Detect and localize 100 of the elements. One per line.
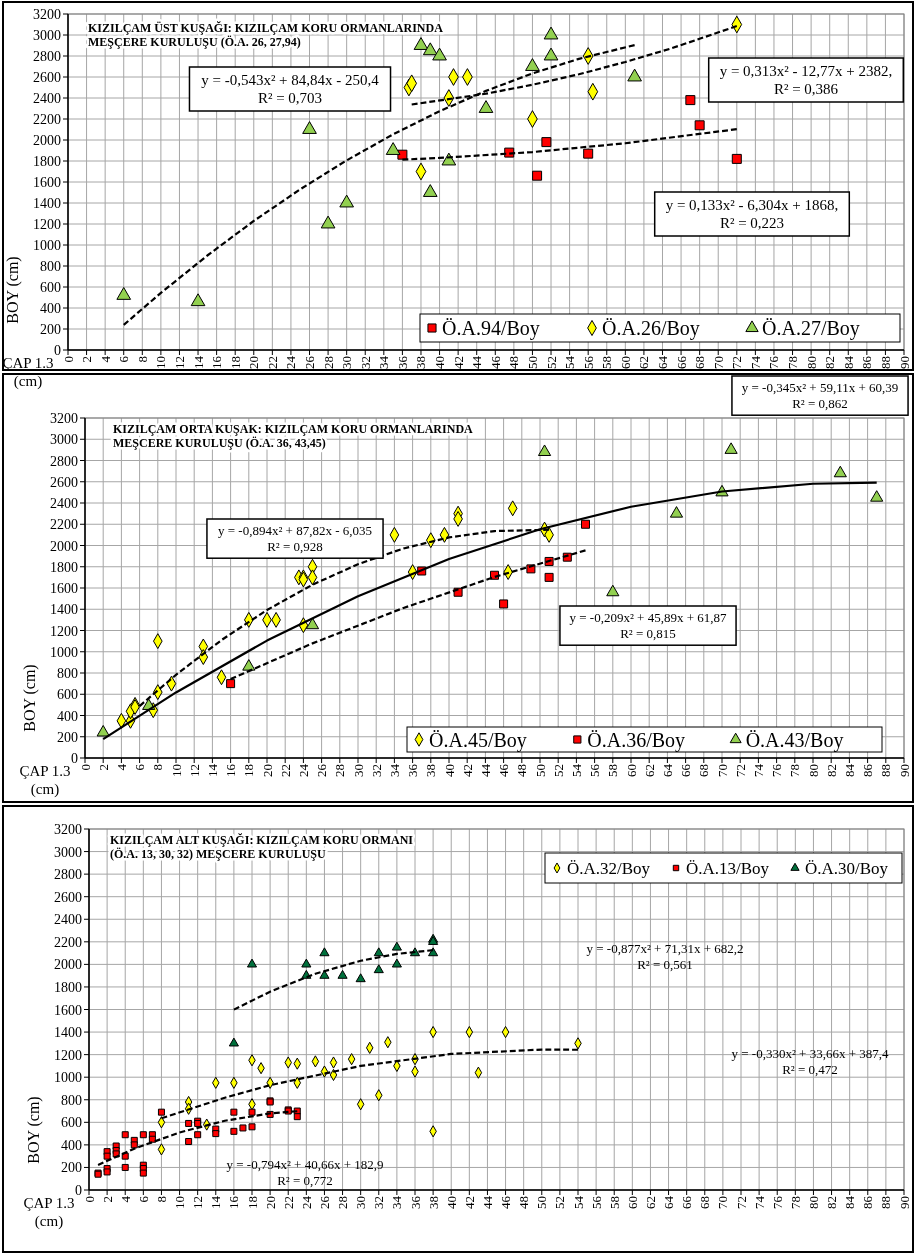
x-tick-label: 84 <box>842 1195 858 1209</box>
x-tick-label: 4 <box>113 763 129 771</box>
x-tick-label: 54 <box>570 1195 586 1209</box>
x-tick-label: 86 <box>859 355 875 369</box>
annotation: y = -0,877x² + 71,31x + 682,2 R² = 0,561 <box>586 941 744 972</box>
y-tick-label: 3000 <box>50 432 78 448</box>
x-tick-label: 80 <box>803 356 819 369</box>
x-tick-label: 84 <box>840 355 856 369</box>
x-tick-label: 32 <box>368 764 384 777</box>
x-tick-label: 66 <box>678 763 694 777</box>
x-tick-label: 86 <box>860 1195 876 1209</box>
x-tick-label: 38 <box>423 764 439 777</box>
annotation: y = 0,133x² - 6,304x + 1868, R² = 0,223 <box>665 197 839 231</box>
x-tick-label: 20 <box>259 764 275 777</box>
annotation: y = -0,330x² + 33,66x + 387,4 R² = 0,472 <box>731 1046 889 1077</box>
x-tick-label: 34 <box>386 763 402 777</box>
x-tick-label: 16 <box>209 355 225 369</box>
x-tick-label: 76 <box>766 355 782 369</box>
annotation: y = 0,313x² - 12,77x + 2382, R² = 0,386 <box>719 63 893 97</box>
x-tick-label: 90 <box>896 356 912 369</box>
y-tick-label: 2800 <box>50 453 78 469</box>
x-tick-label: 82 <box>824 1196 840 1209</box>
x-tick-label: 72 <box>733 1196 749 1209</box>
x-tick-label: 48 <box>514 764 530 777</box>
y-tick-label: 800 <box>57 666 78 681</box>
legend-label: Ö.A.27/Boy <box>762 317 860 340</box>
x-tick-label: 64 <box>654 355 670 369</box>
x-tick-label: 22 <box>264 356 280 369</box>
x-tick-label: 14 <box>190 355 206 369</box>
annotation: y = -0,894x² + 87,82x - 6,035 R² = 0,928 <box>218 523 372 554</box>
legend-label: Ö.A.30/Boy <box>805 858 889 878</box>
x-tick-label: 80 <box>805 1196 821 1209</box>
x-tick-label: 52 <box>552 1196 568 1209</box>
x-tick-label: 28 <box>320 356 336 369</box>
x-tick-label: 26 <box>316 1195 332 1209</box>
x-tick-label: 54 <box>568 763 584 777</box>
legend-label: Ö.A.26/Boy <box>602 317 700 340</box>
x-tick-label: 28 <box>335 1196 351 1209</box>
x-tick-label: 62 <box>642 1196 658 1209</box>
x-tick-label: 76 <box>769 763 785 777</box>
x-tick-label: 34 <box>376 355 392 369</box>
x-tick-label: 0 <box>77 764 93 771</box>
x-tick-label: 36 <box>405 763 421 777</box>
x-tick-label: 22 <box>280 1196 296 1209</box>
x-tick-label: 8 <box>150 764 166 771</box>
y-tick-label: 1200 <box>54 1047 82 1063</box>
x-tick-label: 56 <box>588 1195 604 1209</box>
x-tick-label: 30 <box>353 1196 369 1209</box>
x-tick-label: 20 <box>262 1196 278 1209</box>
x-tick-label: 36 <box>407 1195 423 1209</box>
x-tick-label: 32 <box>357 356 373 369</box>
legend-label: Ö.A.32/Boy <box>567 858 651 878</box>
x-tick-label: 68 <box>692 356 708 369</box>
x-tick-label: 28 <box>332 764 348 777</box>
y-tick-label: 1000 <box>54 1070 82 1086</box>
x-axis-title: ÇAP 1.3 (cm) <box>19 763 71 798</box>
y-tick-label: 1600 <box>54 1002 82 1018</box>
x-tick-label: 74 <box>747 355 763 369</box>
x-tick-label: 74 <box>750 763 766 777</box>
x-tick-label: 42 <box>450 356 466 369</box>
x-tick-label: 38 <box>413 356 429 369</box>
x-tick-label: 18 <box>227 356 243 369</box>
x-tick-label: 24 <box>283 355 299 369</box>
x-tick-label: 72 <box>732 764 748 777</box>
x-tick-label: 58 <box>605 764 621 777</box>
legend-label: Ö.A.13/Boy <box>686 858 770 878</box>
x-tick-label: 60 <box>624 1196 640 1209</box>
x-tick-label: 46 <box>496 763 512 777</box>
x-tick-label: 22 <box>277 764 293 777</box>
x-tick-label: 12 <box>186 764 202 777</box>
x-tick-label: 44 <box>477 763 493 777</box>
x-tick-label: 16 <box>226 1195 242 1209</box>
y-tick-label: 800 <box>40 259 61 274</box>
x-tick-label: 10 <box>153 356 169 369</box>
y-tick-label: 2800 <box>33 49 61 64</box>
y-axis-title: BOY (cm) <box>21 664 39 732</box>
x-tick-label: 6 <box>132 763 148 771</box>
y-tick-label: 1400 <box>33 196 61 211</box>
x-tick-label: 20 <box>246 356 262 369</box>
y-tick-label: 2600 <box>50 474 78 490</box>
x-tick-label: 66 <box>679 1195 695 1209</box>
y-tick-label: 2400 <box>50 496 78 511</box>
x-tick-label: 52 <box>550 764 566 777</box>
x-tick-label: 88 <box>878 764 894 777</box>
x-tick-label: 72 <box>729 356 745 369</box>
y-tick-label: 600 <box>61 1115 82 1131</box>
y-tick-label: 200 <box>40 322 61 337</box>
x-tick-label: 80 <box>805 764 821 777</box>
x-tick-label: 50 <box>532 764 548 777</box>
y-tick-label: 1000 <box>33 238 61 253</box>
x-tick-label: 14 <box>208 1195 224 1209</box>
y-tick-label: 400 <box>57 708 78 724</box>
y-tick-label: 400 <box>40 301 61 316</box>
y-tick-label: 3200 <box>54 822 82 837</box>
x-tick-label: 64 <box>661 1195 677 1209</box>
y-tick-label: 200 <box>57 729 78 745</box>
x-tick-label: 40 <box>443 1196 459 1209</box>
y-tick-label: 2000 <box>50 538 78 554</box>
x-tick-label: 60 <box>617 356 633 369</box>
x-tick-label: 48 <box>516 1196 532 1209</box>
